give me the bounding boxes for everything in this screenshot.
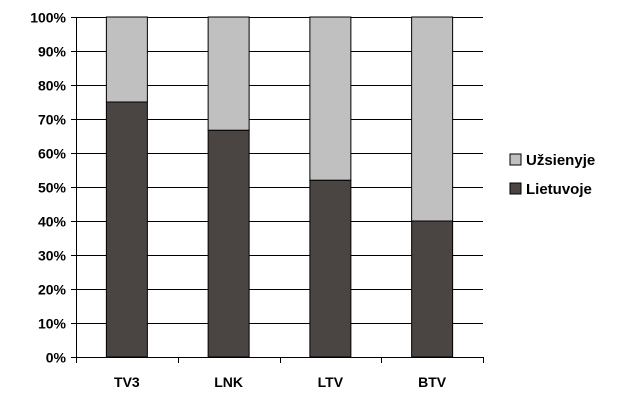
y-tick-label: 50% [38,180,67,196]
y-tick-label: 90% [38,44,67,60]
bar-lnk-užsienyje [207,16,250,131]
axes [71,17,484,363]
y-tick-label: 70% [38,112,67,128]
y-tick-label: 10% [38,316,67,332]
bar-tv3-lietuvoje [105,101,148,358]
legend-swatch-užsienyje [509,153,522,166]
x-tick-label: LTV [318,374,344,390]
x-tick-label: BTV [418,374,447,390]
y-tick-labels: 0% 10% 20% 30% 40% 50% 60% 70% 80% 90% 100% [30,10,66,366]
y-tick-label: 80% [38,78,67,94]
x-tick-label: TV3 [114,374,140,390]
x-tick-label: LNK [214,374,243,390]
y-tick-label: 0% [46,350,67,366]
y-tick-label: 60% [38,146,67,162]
y-tick-label: 20% [38,282,67,298]
bar-ltv-užsienyje [309,16,352,181]
bar-btv-lietuvoje [411,220,454,358]
bar-tv3-užsienyje [105,16,148,103]
bar-lnk-lietuvoje [207,129,250,358]
y-tick-label: 30% [38,248,67,264]
legend-label-užsienyje: Užsienyje [526,152,595,169]
bar-ltv-lietuvoje [309,179,352,358]
y-tick-label: 40% [38,214,67,230]
bar-btv-užsienyje [411,16,454,222]
legend-label-lietuvoje: Lietuvoje [526,181,592,198]
y-tick-label: 100% [30,10,66,26]
legend-swatch-lietuvoje [509,182,522,195]
legend: Užsienyje Lietuvoje [509,152,595,198]
x-tick-labels: TV3 LNK LTV BTV [114,374,447,390]
